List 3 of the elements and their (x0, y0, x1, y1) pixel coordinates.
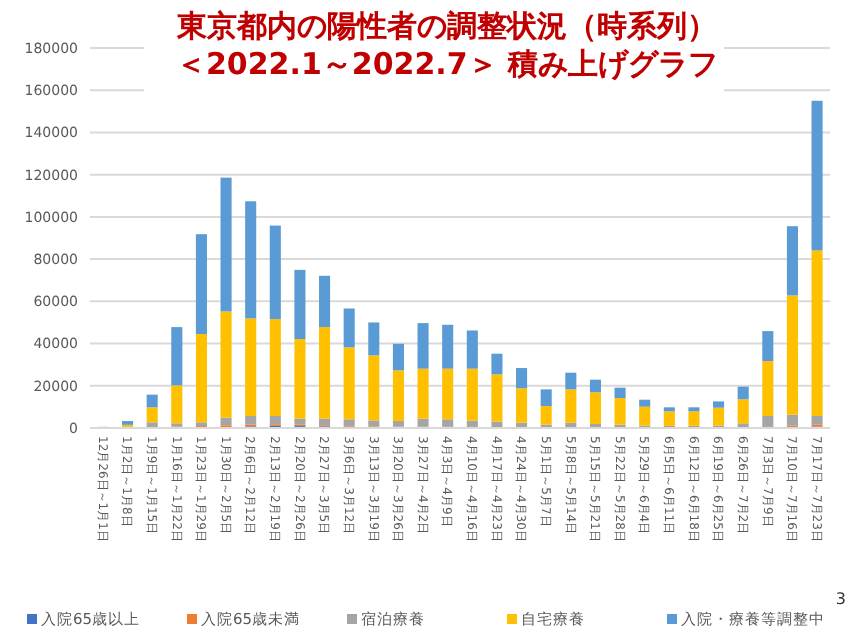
chart-title: 東京都内の陽性者の調整状況（時系列） (175, 8, 717, 44)
text: 3 (835, 590, 846, 608)
chart-subtitle: ＜2022.1～2022.7＞ 積み上げグラフ (176, 46, 718, 82)
